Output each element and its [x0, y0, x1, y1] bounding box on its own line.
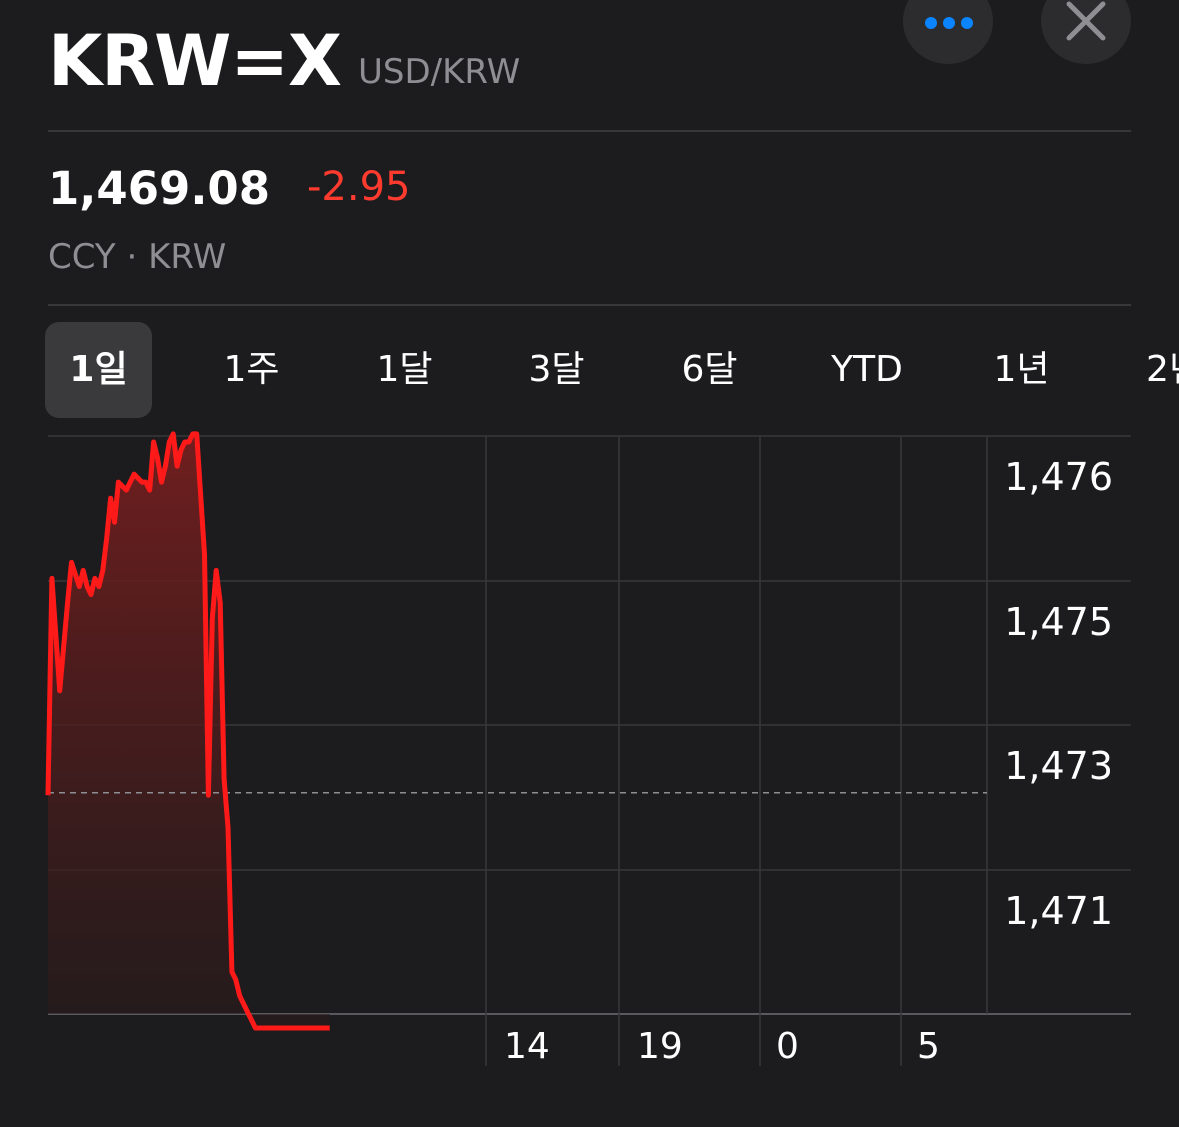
current-price: 1,469.08	[48, 162, 271, 215]
y-tick-label: 1,476	[1004, 455, 1113, 499]
quote-divider	[48, 304, 1131, 306]
close-button[interactable]	[1041, 0, 1131, 64]
ticker-symbol: KRW=X	[48, 20, 342, 102]
x-tick-label: 14	[504, 1026, 550, 1067]
currency-pair: USD/KRW	[358, 52, 521, 92]
price-area	[48, 433, 330, 1028]
range-tab-6m[interactable]: 6달	[681, 349, 738, 390]
price-chart[interactable]: 1,476 1,475 1,473 1,471 14 19 0 5	[0, 420, 1179, 1120]
price-change: -2.95	[307, 164, 411, 210]
range-selector: 1일 1주 1달 3달 6달 YTD 1년 2년	[0, 322, 1179, 418]
range-tab-1w[interactable]: 1주	[223, 349, 280, 390]
x-tick-label: 19	[637, 1026, 683, 1067]
y-tick-label: 1,473	[1004, 744, 1113, 788]
price-line	[45, 431, 330, 1031]
x-tick-label: 0	[776, 1026, 799, 1067]
ellipsis-icon	[925, 16, 973, 30]
more-button[interactable]	[903, 0, 993, 64]
range-tab-1m[interactable]: 1달	[376, 349, 433, 390]
range-tab-ytd[interactable]: YTD	[831, 349, 903, 390]
currency-meta: CCY · KRW	[48, 237, 227, 277]
y-tick-label: 1,471	[1004, 889, 1113, 933]
range-tab-1d[interactable]: 1일	[45, 322, 152, 418]
x-tick-label: 5	[917, 1026, 940, 1067]
y-tick-label: 1,475	[1004, 600, 1113, 644]
range-tab-3m[interactable]: 3달	[528, 349, 585, 390]
range-tab-1y[interactable]: 1년	[993, 349, 1050, 390]
range-tab-2y[interactable]: 2년	[1146, 349, 1179, 390]
header-divider	[48, 130, 1131, 132]
close-icon	[1066, 1, 1106, 41]
